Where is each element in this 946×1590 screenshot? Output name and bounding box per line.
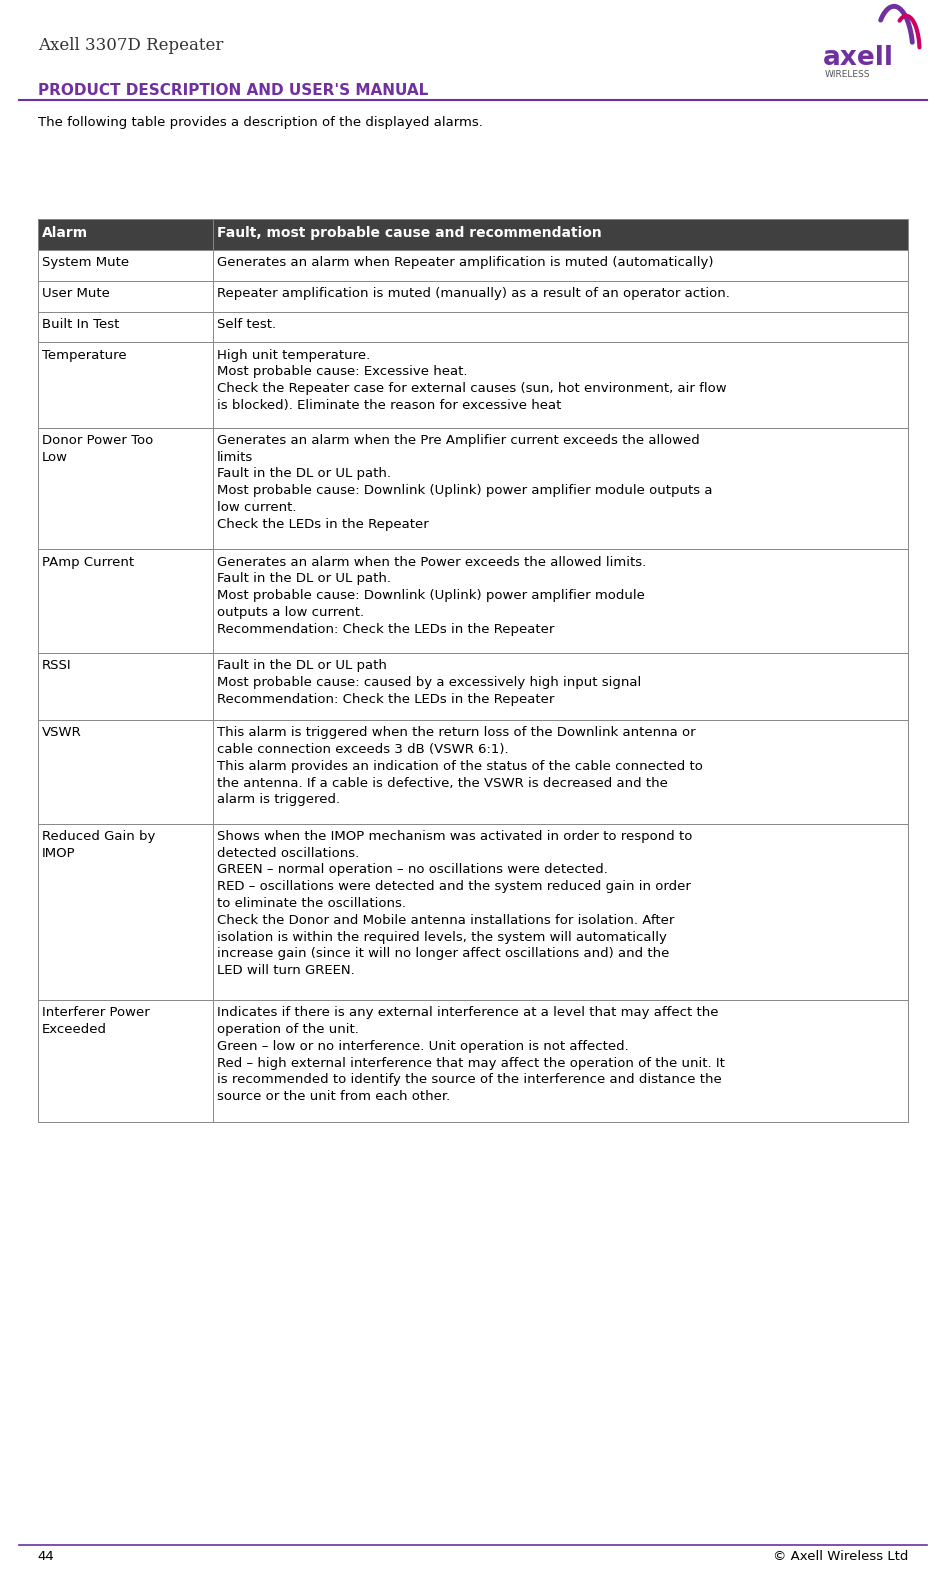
Text: WIRELESS: WIRELESS xyxy=(825,70,870,80)
Text: Fault, most probable cause and recommendation: Fault, most probable cause and recommend… xyxy=(217,226,602,240)
Text: High unit temperature.
Most probable cause: Excessive heat.
Check the Repeater c: High unit temperature. Most probable cau… xyxy=(217,348,727,412)
Text: System Mute: System Mute xyxy=(42,256,129,269)
Text: Shows when the IMOP mechanism was activated in order to respond to
detected osci: Shows when the IMOP mechanism was activa… xyxy=(217,830,692,978)
Text: Generates an alarm when the Pre Amplifier current exceeds the allowed
limits
Fau: Generates an alarm when the Pre Amplifie… xyxy=(217,434,712,531)
Text: Axell 3307D Repeater: Axell 3307D Repeater xyxy=(38,37,223,54)
Bar xyxy=(38,653,908,720)
Bar xyxy=(38,250,908,281)
Text: This alarm is triggered when the return loss of the Downlink antenna or
cable co: This alarm is triggered when the return … xyxy=(217,727,703,806)
Text: PRODUCT DESCRIPTION AND USER'S MANUAL: PRODUCT DESCRIPTION AND USER'S MANUAL xyxy=(38,83,429,97)
Bar xyxy=(38,428,908,549)
Text: © Axell Wireless Ltd: © Axell Wireless Ltd xyxy=(773,1550,908,1563)
Text: Fault in the DL or UL path
Most probable cause: caused by a excessively high inp: Fault in the DL or UL path Most probable… xyxy=(217,660,641,706)
Bar xyxy=(38,720,908,824)
Text: Repeater amplification is muted (manually) as a result of an operator action.: Repeater amplification is muted (manuall… xyxy=(217,288,730,301)
Bar xyxy=(38,219,908,250)
Text: Built In Test: Built In Test xyxy=(42,318,119,331)
Text: 44: 44 xyxy=(38,1550,55,1563)
Text: Indicates if there is any external interference at a level that may affect the
o: Indicates if there is any external inter… xyxy=(217,1006,725,1103)
Text: Reduced Gain by
IMOP: Reduced Gain by IMOP xyxy=(42,830,155,860)
Text: axell: axell xyxy=(823,45,894,70)
Text: User Mute: User Mute xyxy=(42,288,110,301)
Bar xyxy=(38,1000,908,1121)
Bar xyxy=(38,824,908,1000)
Text: Generates an alarm when Repeater amplification is muted (automatically): Generates an alarm when Repeater amplifi… xyxy=(217,256,713,269)
Bar xyxy=(38,312,908,342)
Bar xyxy=(38,549,908,653)
Text: Donor Power Too
Low: Donor Power Too Low xyxy=(42,434,153,464)
Text: PAmp Current: PAmp Current xyxy=(42,555,134,569)
Text: The following table provides a description of the displayed alarms.: The following table provides a descripti… xyxy=(38,116,482,129)
Text: Generates an alarm when the Power exceeds the allowed limits.
Fault in the DL or: Generates an alarm when the Power exceed… xyxy=(217,555,646,636)
Text: VSWR: VSWR xyxy=(42,727,81,739)
Text: Interferer Power
Exceeded: Interferer Power Exceeded xyxy=(42,1006,149,1037)
Bar xyxy=(38,342,908,428)
Text: Alarm: Alarm xyxy=(42,226,88,240)
Bar xyxy=(38,219,908,250)
Text: RSSI: RSSI xyxy=(42,660,72,673)
Text: Temperature: Temperature xyxy=(42,348,127,361)
Bar xyxy=(38,281,908,312)
Text: Self test.: Self test. xyxy=(217,318,276,331)
